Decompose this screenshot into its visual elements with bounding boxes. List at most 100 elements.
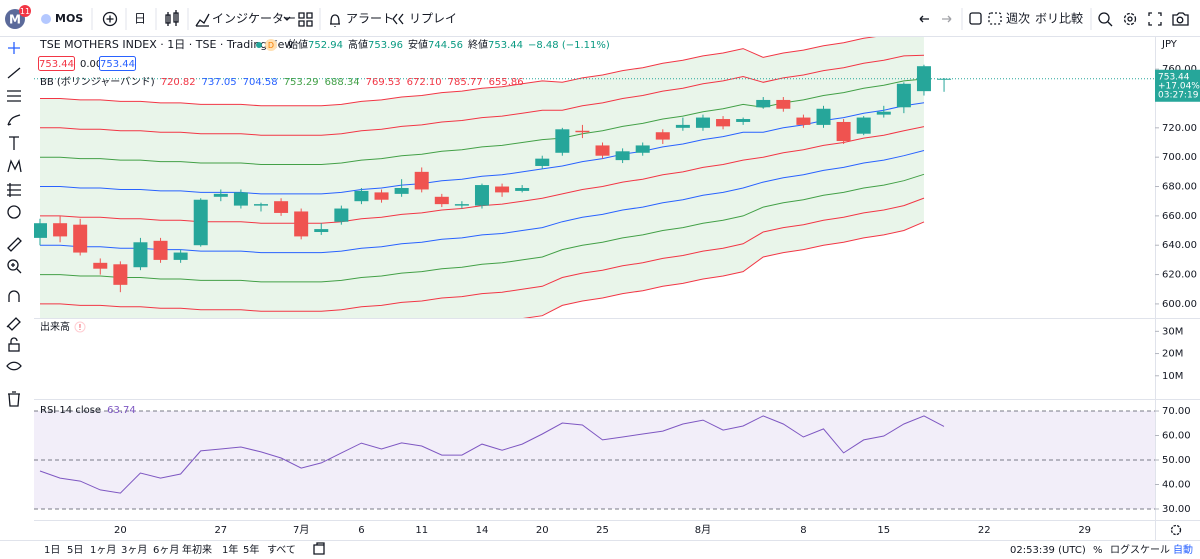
text-tool[interactable] [9,136,19,150]
symbol[interactable]: MOS [55,12,83,25]
range-button[interactable]: 1ヶ月 [90,544,116,556]
bb-value: 753.29 [284,77,319,88]
range-button[interactable]: 年初来 [182,543,212,556]
candle-body [756,99,771,108]
zoom-tool[interactable] [7,259,19,271]
range-button[interactable]: 1年 [222,543,238,556]
bid-box[interactable] [38,56,75,71]
chart-type[interactable] [165,10,179,26]
candle-body [34,223,47,238]
candle-body [113,264,128,285]
candle-body [495,186,510,193]
price-tag-countdown: 03:27:19 [1158,90,1199,100]
currency: JPY [1161,39,1178,50]
candle-body [595,145,610,156]
weekly[interactable]: 週次 [1006,12,1030,26]
range-button[interactable]: 6ヶ月 [153,544,179,556]
pattern-tool[interactable] [7,158,22,173]
candle-body [454,204,469,206]
lock-shackle [10,337,18,344]
candle-body [916,66,931,92]
candle-body [635,145,650,153]
candle-body [695,117,710,128]
interval[interactable]: 日 [134,12,146,26]
auto-toggle[interactable]: 自動 [1173,543,1193,556]
lock-tool[interactable] [8,343,20,352]
candle-body [133,242,148,268]
indicators[interactable]: インジケーター [212,12,296,26]
bb-name: BB (ボリンジャーバンド) [40,76,155,88]
range-button[interactable]: 5日 [67,545,83,556]
undo[interactable] [919,15,929,23]
alerts[interactable]: アラート [346,12,394,26]
y-tick-label: 640.00 [1162,240,1197,251]
replay[interactable]: リプレイ [409,12,457,26]
range-button[interactable]: 1日 [44,545,60,556]
axis-settings[interactable] [1170,524,1182,536]
bb-value: 737.05 [202,77,237,88]
alert-icon [330,14,340,27]
band-fill [40,37,924,318]
ohlc-value: 753.96 [368,40,403,51]
search[interactable] [1098,12,1110,24]
candle-body [193,199,208,246]
delete-tool[interactable] [8,391,20,407]
icon-tool[interactable] [7,205,21,219]
prediction-tool[interactable] [7,183,21,197]
x-tick-label: 11 [415,525,428,536]
legend-title: TSE MOTHERS INDEX · 1日 · TSE · TradingVi… [39,38,293,51]
candle-body [253,204,268,206]
settings[interactable] [1123,12,1137,26]
y-tick-label: 620.00 [1162,270,1197,281]
ask: 753.44 [100,59,135,70]
notification-badge [19,5,31,17]
dropdown[interactable] [283,16,291,21]
price-tag [1155,69,1200,102]
bb-value: 672.10 [407,77,442,88]
redo[interactable] [942,15,952,23]
ohlc-label: 始値 [288,38,308,51]
candle-body [796,117,811,125]
layouts[interactable] [298,12,313,27]
fib-tool[interactable] [7,90,21,102]
volume-tick-label: 30M [1162,326,1183,337]
candle-body [434,196,449,205]
snapshot[interactable] [1172,12,1189,26]
y-tick-label: 760.00 [1162,64,1197,75]
bb-value: 769.53 [366,77,401,88]
bb-value: 704.58 [243,77,278,88]
percent-toggle[interactable]: % [1093,545,1103,556]
add-symbol[interactable] [102,11,118,27]
candle-body [816,108,831,125]
x-tick-label: 8 [800,525,806,536]
bb-value: 720.82 [161,77,196,88]
ohlc-value: 752.94 [308,40,343,51]
settings-core [1127,16,1133,22]
fullscreen[interactable] [1148,12,1162,26]
measure-tool[interactable] [7,237,22,252]
compare[interactable]: ボリ比較 [1035,12,1083,26]
candle-body [213,193,228,197]
stay-drawing[interactable] [6,317,21,331]
bb-value: 785.77 [448,77,483,88]
fullscreen-toggle[interactable] [969,12,982,25]
y-tick-label: 700.00 [1162,152,1197,163]
crosshair-tool[interactable] [8,42,20,54]
hide-tool[interactable] [6,361,22,371]
log-toggle[interactable]: ログスケール [1110,543,1170,556]
x-tick-label: 15 [877,525,890,536]
bb-value: 655.86 [489,77,524,88]
ohlc-change: −8.48 (−1.11%) [528,40,610,51]
range-button[interactable]: すべて [267,544,296,556]
ask-box[interactable] [99,56,136,71]
range-button[interactable]: 5年 [243,543,259,556]
bb-legend: BB (ボリンジャーバンド) 720.82 737.05 704.58 753.29 68… [40,76,524,88]
date-range-icon[interactable] [313,542,325,555]
candle-body [896,83,911,108]
brush-tool[interactable] [7,114,21,126]
trendline-tool[interactable] [7,67,21,79]
rsi-tick-label: 60.00 [1162,431,1191,442]
range-button[interactable]: 3ヶ月 [121,544,147,556]
badge-circle [265,39,277,51]
magnet-tool[interactable] [8,290,20,302]
